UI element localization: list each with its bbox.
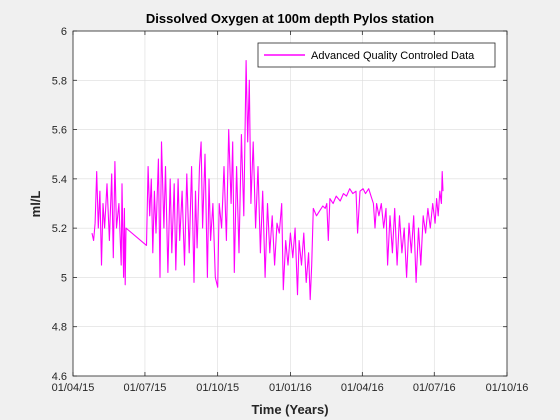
y-tick-label: 4.8 <box>52 322 67 334</box>
y-tick-label: 5 <box>61 272 67 284</box>
y-tick-label: 4.6 <box>52 371 67 383</box>
x-tick-label: 01/10/16 <box>486 382 529 394</box>
x-tick-labels: 01/04/15 01/07/15 01/10/15 01/01/16 01/04/16… <box>52 382 529 394</box>
legend-label: Advanced Quality Controled Data <box>311 50 475 62</box>
axis-ticks <box>72 30 508 377</box>
y-tick-labels: 4.6 4.8 5 5.2 5.4 5.6 5.8 6 <box>52 26 67 383</box>
y-tick-label: 5.8 <box>52 75 67 87</box>
x-tick-label: 01/04/15 <box>52 382 95 394</box>
y-tick-label: 5.2 <box>52 223 67 235</box>
plot-area <box>73 31 507 376</box>
y-axis-label: ml/L <box>28 191 43 218</box>
x-tick-label: 01/10/15 <box>196 382 239 394</box>
y-tick-label: 6 <box>61 26 67 38</box>
x-tick-label: 01/07/15 <box>124 382 167 394</box>
y-tick-label: 5.4 <box>52 174 67 186</box>
x-tick-label: 01/01/16 <box>269 382 312 394</box>
x-tick-label: 01/07/16 <box>413 382 456 394</box>
series-line-advanced-quality-controled-data <box>91 60 444 301</box>
x-axis-label: Time (Years) <box>251 402 328 417</box>
legend: Advanced Quality Controled Data <box>257 42 496 68</box>
y-tick-label: 5.6 <box>52 125 67 137</box>
chart-title: Dissolved Oxygen at 100m depth Pylos sta… <box>146 11 434 26</box>
x-tick-label: 01/04/16 <box>341 382 384 394</box>
